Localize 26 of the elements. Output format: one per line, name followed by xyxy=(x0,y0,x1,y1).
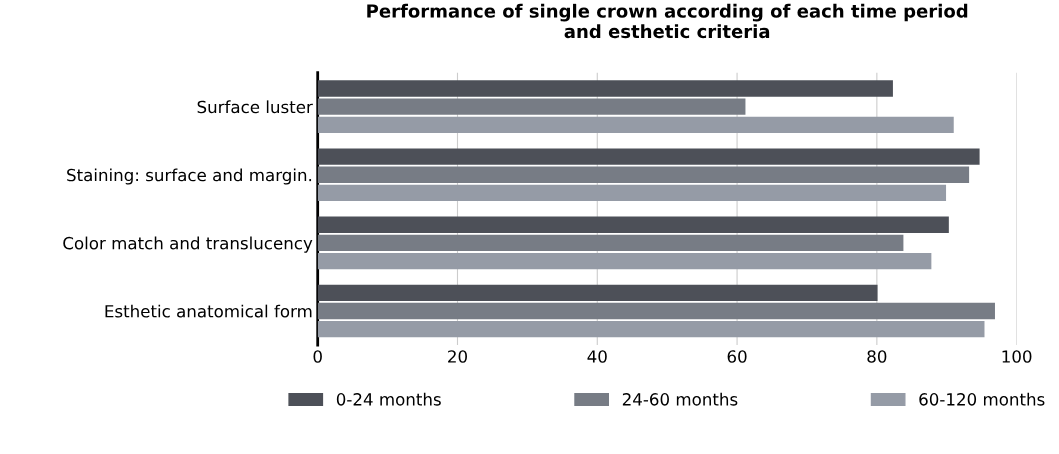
legend-label: 0-24 months xyxy=(336,392,441,406)
bar xyxy=(317,216,949,233)
x-tick-label: 20 xyxy=(448,350,467,363)
x-tick-label: 100 xyxy=(1002,350,1032,363)
bar xyxy=(317,166,970,183)
legend-label: 24-60 months xyxy=(622,392,738,406)
y-tick-label: Color match and translucency xyxy=(63,236,313,253)
y-tick-label: Surface luster xyxy=(197,100,313,114)
x-tick-label: 40 xyxy=(587,350,607,363)
bar xyxy=(317,80,893,97)
bar xyxy=(317,148,980,165)
y-tick-label: Staining: surface and margin. xyxy=(67,168,312,185)
bar xyxy=(317,302,995,320)
legend-label: 60-120 months xyxy=(919,392,1045,406)
bar xyxy=(317,184,947,202)
y-tick-label: Esthetic anatomical form xyxy=(105,304,312,318)
bar xyxy=(317,320,985,338)
bar xyxy=(317,284,878,301)
x-tick-label: 60 xyxy=(727,350,747,363)
x-tick-label: 80 xyxy=(867,350,887,363)
chart-title: Performance of single crown according of each time period and esthetic criteria xyxy=(367,3,968,39)
bar xyxy=(317,252,932,270)
x-tick-label: 0 xyxy=(313,350,322,363)
bar xyxy=(317,98,746,115)
bar xyxy=(317,116,954,134)
bar xyxy=(317,234,904,252)
